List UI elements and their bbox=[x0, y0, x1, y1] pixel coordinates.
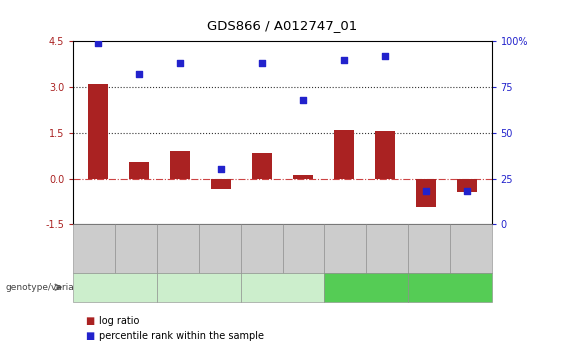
Point bbox=[298, 97, 307, 103]
Text: GSM21018: GSM21018 bbox=[132, 228, 141, 269]
Text: GDS866 / A012747_01: GDS866 / A012747_01 bbox=[207, 19, 358, 32]
Point bbox=[380, 53, 389, 59]
Bar bbox=[170, 151, 190, 179]
Text: ■: ■ bbox=[85, 316, 94, 326]
Text: pistillata: pistillata bbox=[345, 282, 387, 292]
Bar bbox=[375, 131, 396, 179]
Bar bbox=[129, 162, 149, 179]
Text: GSM21022: GSM21022 bbox=[215, 228, 224, 269]
Bar bbox=[211, 179, 231, 189]
Text: apetala1: apetala1 bbox=[94, 282, 137, 292]
Bar bbox=[88, 84, 108, 179]
Text: GSM21026: GSM21026 bbox=[299, 228, 308, 269]
Point bbox=[421, 189, 431, 194]
Text: GSM21024: GSM21024 bbox=[257, 228, 266, 269]
Text: apetala2: apetala2 bbox=[177, 282, 220, 292]
Text: GSM21028: GSM21028 bbox=[341, 228, 350, 269]
Bar bbox=[293, 175, 313, 179]
Text: GSM21016: GSM21016 bbox=[90, 228, 99, 269]
Text: GSM21020: GSM21020 bbox=[173, 228, 182, 269]
Bar bbox=[252, 152, 272, 179]
Bar bbox=[334, 130, 354, 179]
Point bbox=[462, 189, 471, 194]
Text: genotype/variation: genotype/variation bbox=[6, 283, 92, 292]
Text: agamous: agamous bbox=[427, 282, 472, 292]
Text: log ratio: log ratio bbox=[99, 316, 139, 326]
Bar bbox=[416, 179, 436, 207]
Point bbox=[258, 61, 267, 66]
Text: GSM21034: GSM21034 bbox=[466, 228, 475, 269]
Point bbox=[216, 167, 225, 172]
Bar bbox=[457, 179, 477, 192]
Text: GSM21032: GSM21032 bbox=[424, 228, 433, 269]
Text: apetala3: apetala3 bbox=[261, 282, 304, 292]
Point bbox=[134, 71, 144, 77]
Point bbox=[94, 40, 103, 46]
Point bbox=[340, 57, 349, 62]
Text: ■: ■ bbox=[85, 332, 94, 341]
Text: percentile rank within the sample: percentile rank within the sample bbox=[99, 332, 264, 341]
Text: GSM21030: GSM21030 bbox=[383, 228, 392, 269]
Point bbox=[176, 61, 185, 66]
